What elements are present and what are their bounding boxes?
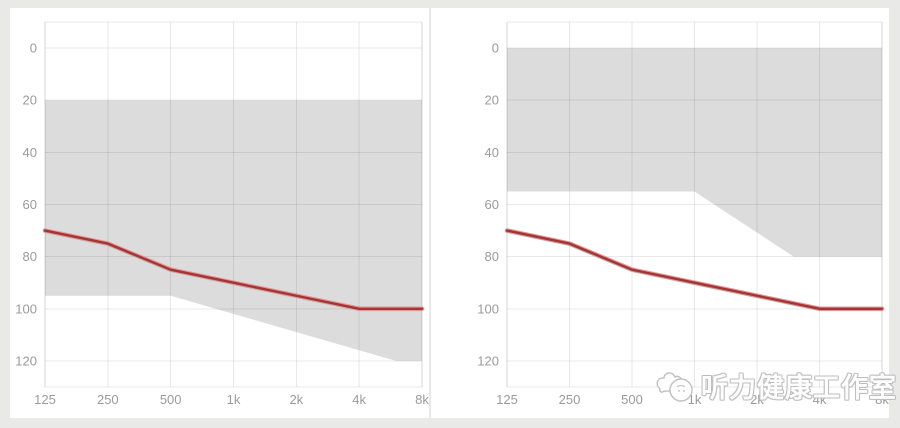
right-audiogram-threshold-line [505, 229, 884, 310]
left-audiogram-threshold-line [43, 229, 424, 310]
left-audiogram-x-tick-label: 250 [97, 392, 119, 407]
right-audiogram-x-tick-label: 4k [813, 392, 827, 407]
right-audiogram-x-tick-label: 250 [559, 392, 581, 407]
left-audiogram-y-tick-label: 40 [23, 145, 37, 160]
right-audiogram-y-tick-label: 0 [492, 41, 499, 56]
left-audiogram-x-tick-label: 125 [34, 392, 56, 407]
right-audiogram-y-tick-label: 40 [485, 145, 499, 160]
right-audiogram-x-tick-label: 2k [750, 392, 764, 407]
left-audiogram-y-tick-label: 0 [30, 41, 37, 56]
right-audiogram-y-tick-label: 20 [485, 93, 499, 108]
right-audiogram-y-tick-label: 100 [477, 301, 499, 316]
right-audiogram-y-tick-label: 60 [485, 197, 499, 212]
right-audiogram-x-tick-label: 1k [688, 392, 702, 407]
left-audiogram-x-tick-label: 2k [289, 392, 303, 407]
left-audiogram-y-tick-label: 60 [23, 197, 37, 212]
left-audiogram-x-tick-label: 500 [160, 392, 182, 407]
right-audiogram-x-tick-label: 500 [621, 392, 643, 407]
right-audiogram-x-tick-label: 125 [496, 392, 518, 407]
left-audiogram-plot-border [44, 21, 423, 388]
left-audiogram-range-band [45, 100, 422, 361]
right-audiogram-x-tick-label: 8k [875, 392, 889, 407]
left-audiogram-x-tick-label: 1k [227, 392, 241, 407]
right-audiogram-y-tick-label: 80 [485, 249, 499, 264]
right-audiogram-y-tick-label: 120 [477, 353, 499, 368]
left-audiogram-x-tick-label: 8k [415, 392, 429, 407]
left-audiogram-y-tick-label: 120 [15, 353, 37, 368]
right-audiogram-plot-border [506, 21, 883, 388]
left-audiogram-y-tick-label: 100 [15, 301, 37, 316]
left-audiogram-y-tick-label: 80 [23, 249, 37, 264]
left-audiogram-x-tick-label: 4k [352, 392, 366, 407]
left-audiogram-y-tick-label: 20 [23, 93, 37, 108]
right-audiogram-range-band [507, 48, 882, 257]
